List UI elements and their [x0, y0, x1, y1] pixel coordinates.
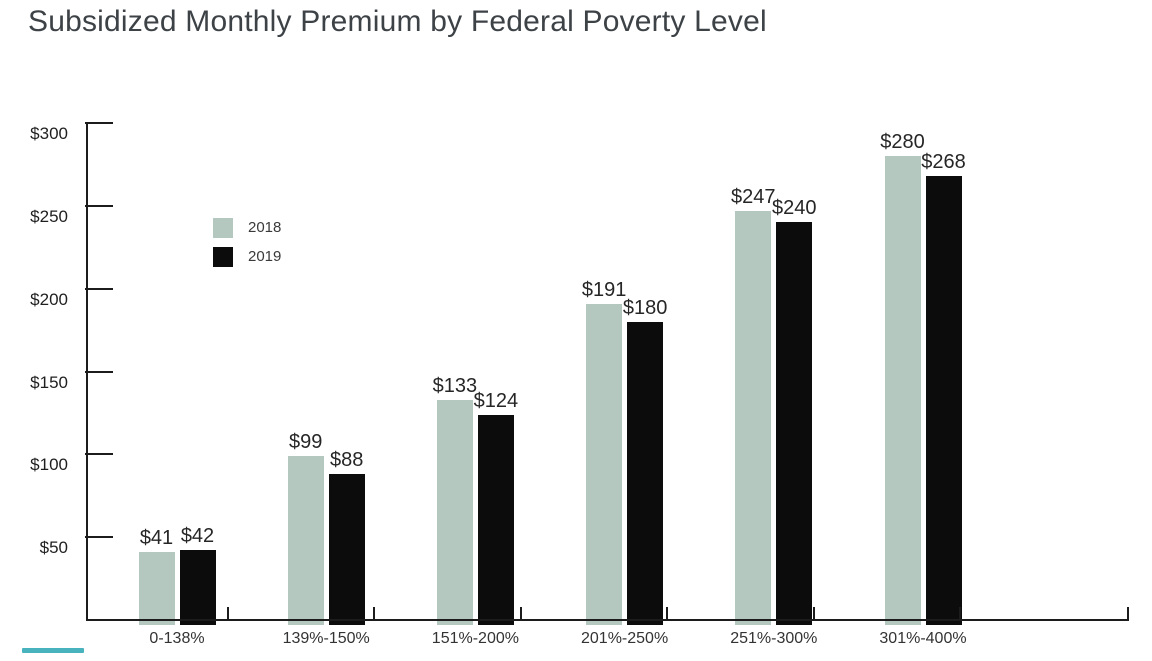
- y-axis-tick: [85, 204, 113, 207]
- x-axis-tick: [519, 607, 522, 620]
- bar-value-label: $133: [432, 374, 478, 397]
- y-axis-tick: [85, 453, 113, 456]
- x-axis-category-label: 139%-150%: [282, 630, 370, 647]
- y-axis-tick: [85, 370, 113, 373]
- chart-legend: 2018 2019: [213, 218, 281, 276]
- x-axis-tick: [666, 607, 669, 620]
- bar-2018-201%-250%: [586, 303, 623, 625]
- bar-2019-251%-300%: [776, 222, 813, 625]
- legend-label: 2019: [248, 248, 282, 265]
- bar-value-label: $191: [581, 278, 627, 301]
- x-axis-tick: [959, 607, 961, 620]
- x-axis-tick: [227, 607, 229, 620]
- x-axis-category-label: 0-138%: [149, 630, 205, 647]
- y-axis-tick-label: $200: [30, 289, 68, 309]
- bar-value-label: $280: [880, 131, 925, 154]
- chart-title: Subsidized Monthly Premium by Federal Po…: [28, 5, 767, 38]
- bar-value-label: $268: [921, 151, 966, 173]
- legend-row-2019: 2019: [213, 247, 281, 267]
- y-axis-tick: [85, 536, 113, 539]
- bar-2019-139%-150%: [328, 474, 365, 625]
- y-axis-tick-label: $300: [30, 124, 68, 143]
- bar-2018-0-138%: [138, 552, 175, 625]
- legend-swatch-icon: [213, 247, 233, 267]
- x-axis-line: [86, 619, 1129, 621]
- x-axis-category-label: 251%-300%: [730, 630, 818, 647]
- x-axis-tick: [373, 607, 376, 620]
- bar-value-label: $88: [330, 449, 364, 472]
- bar-value-label: $180: [622, 296, 668, 319]
- bar-value-label: $240: [772, 197, 817, 220]
- x-axis-category-label: 201%-250%: [581, 630, 669, 647]
- bar-value-label: $247: [731, 185, 776, 208]
- y-axis-tick-label: $100: [30, 455, 68, 475]
- x-axis-category-label: 301%-400%: [879, 630, 967, 647]
- bar-value-label: $124: [473, 389, 519, 412]
- bar-2018-301%-400%: [884, 156, 921, 625]
- y-axis-tick-label: $150: [30, 372, 68, 392]
- bar-2019-301%-400%: [925, 176, 962, 625]
- bar-value-label: $42: [180, 525, 215, 548]
- legend-swatch-icon: [213, 218, 233, 238]
- bar-value-label: $41: [139, 527, 174, 550]
- y-axis-tick: [85, 122, 113, 124]
- legend-label: 2018: [248, 219, 282, 236]
- bar-2018-251%-300%: [735, 210, 772, 625]
- x-axis-tick: [812, 607, 815, 620]
- bar-2019-0-138%: [179, 550, 216, 625]
- legend-row-2018: 2018: [213, 218, 281, 238]
- bar-value-label: $99: [289, 430, 323, 453]
- bar-2019-151%-200%: [477, 414, 514, 625]
- y-axis-tick: [85, 287, 113, 290]
- bar-2018-151%-200%: [436, 399, 473, 625]
- x-axis-category-label: 151%-200%: [431, 630, 519, 647]
- x-axis-end-tick: [1127, 607, 1129, 620]
- y-axis-tick-label: $250: [30, 206, 68, 226]
- y-axis-tick-label: $50: [39, 538, 68, 558]
- bar-2018-139%-150%: [287, 455, 324, 625]
- accent-underline: [22, 648, 84, 653]
- bar-2019-201%-250%: [627, 321, 664, 625]
